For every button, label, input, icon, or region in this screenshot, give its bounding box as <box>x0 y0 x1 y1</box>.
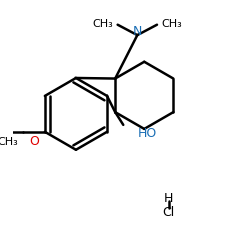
Text: O: O <box>29 135 39 148</box>
Text: CH₃: CH₃ <box>92 18 113 28</box>
Text: CH₃: CH₃ <box>162 18 182 28</box>
Text: CH₃: CH₃ <box>0 137 18 147</box>
Text: Cl: Cl <box>162 206 175 219</box>
Text: HO: HO <box>137 127 157 140</box>
Text: N: N <box>133 25 142 38</box>
Text: H: H <box>164 192 173 205</box>
